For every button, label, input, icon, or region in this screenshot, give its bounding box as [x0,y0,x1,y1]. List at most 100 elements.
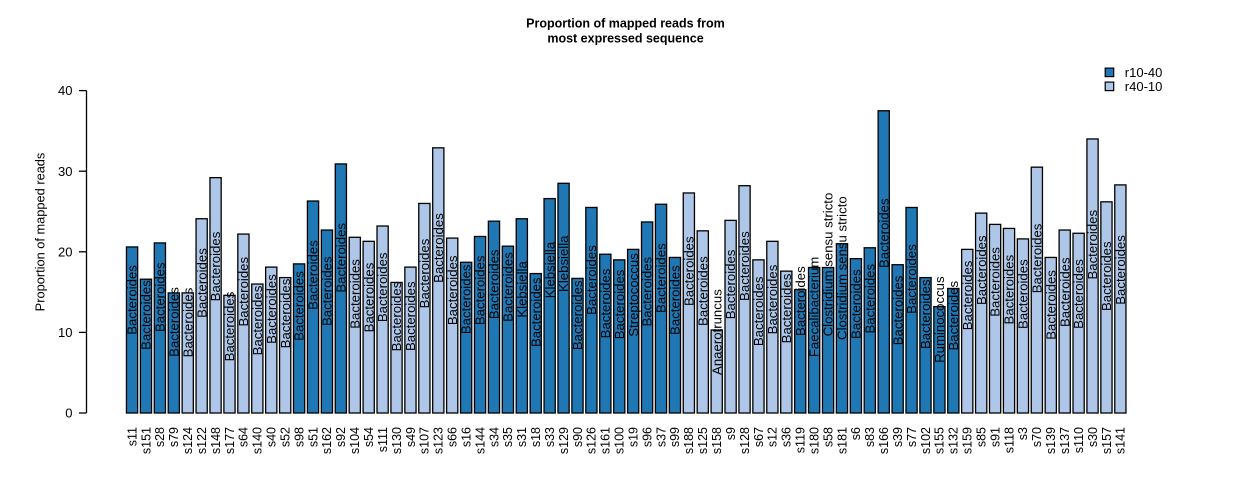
svg-text:Bacteroides: Bacteroides [654,243,669,313]
svg-text:s137: s137 [1058,427,1072,454]
svg-text:s107: s107 [418,427,432,454]
svg-text:Bacteroides: Bacteroides [306,240,321,310]
svg-text:s126: s126 [585,427,599,454]
svg-text:s123: s123 [432,427,446,454]
svg-text:s52: s52 [278,427,292,447]
svg-text:40: 40 [58,83,72,98]
svg-text:Bacteroides: Bacteroides [695,256,710,326]
svg-text:s90: s90 [571,427,585,447]
svg-text:s35: s35 [501,427,515,447]
svg-text:Bacteroides: Bacteroides [1057,257,1072,327]
svg-text:s19: s19 [626,427,640,447]
svg-text:s110: s110 [1072,427,1086,453]
svg-text:s132: s132 [947,427,961,454]
svg-text:Bacteroides: Bacteroides [1002,254,1017,324]
svg-text:30: 30 [58,164,72,179]
svg-text:Bacteroides: Bacteroides [793,266,808,336]
svg-text:Bacteroides: Bacteroides [222,291,237,361]
svg-text:Proportion of mapped reads fro: Proportion of mapped reads from [526,16,725,30]
svg-text:Bacteroides: Bacteroides [946,280,961,350]
svg-text:Bacteroides: Bacteroides [445,255,460,325]
svg-text:Bacteroides: Bacteroides [389,281,404,351]
svg-text:s49: s49 [404,427,418,447]
svg-text:Bacteroides: Bacteroides [1113,235,1128,305]
svg-text:r40-10: r40-10 [1125,79,1163,94]
svg-text:s40: s40 [265,427,279,447]
svg-text:Bacteroides: Bacteroides [779,273,794,343]
svg-text:Bacteroides: Bacteroides [347,259,362,329]
svg-text:Bacteroides: Bacteroides [974,235,989,305]
svg-text:Bacteroides: Bacteroides [403,281,418,351]
svg-text:s3: s3 [1016,427,1030,440]
svg-text:Bacteroides: Bacteroides [598,268,613,338]
svg-text:s111: s111 [376,427,390,452]
svg-text:s180: s180 [807,427,821,454]
svg-text:Bacteroides: Bacteroides [862,263,877,333]
svg-text:s36: s36 [780,427,794,447]
svg-text:Bacteroides: Bacteroides [681,236,696,306]
svg-text:Bacteroides: Bacteroides [278,278,293,348]
svg-text:s130: s130 [390,427,404,454]
svg-text:s144: s144 [473,427,487,454]
svg-text:s99: s99 [668,427,682,447]
svg-text:s157: s157 [1100,427,1114,454]
svg-text:Klebsiella: Klebsiella [542,241,557,298]
svg-text:Bacteroides: Bacteroides [320,256,335,326]
svg-text:s100: s100 [613,427,627,454]
svg-text:s51: s51 [306,427,320,447]
svg-text:Bacteroides: Bacteroides [890,275,905,345]
svg-text:Bacteroides: Bacteroides [1099,241,1114,311]
svg-text:s102: s102 [919,427,933,454]
svg-text:Bacteroides: Bacteroides [528,277,543,347]
svg-text:s39: s39 [891,427,905,447]
svg-text:s124: s124 [181,427,195,454]
svg-text:Bacteroides: Bacteroides [152,262,167,332]
svg-text:Bacteroides: Bacteroides [166,287,181,357]
svg-text:Ruminococcus: Ruminococcus [932,276,947,363]
svg-text:s70: s70 [1030,427,1044,447]
svg-text:s30: s30 [1086,427,1100,447]
svg-text:s148: s148 [209,427,223,454]
svg-text:s125: s125 [696,427,710,454]
svg-text:s104: s104 [348,427,362,454]
svg-text:s91: s91 [988,427,1002,447]
svg-text:Bacteroides: Bacteroides [375,252,390,322]
svg-text:s140: s140 [251,427,265,454]
svg-text:s129: s129 [557,427,571,454]
svg-text:Bacteroides: Bacteroides [250,285,265,355]
svg-text:s83: s83 [863,427,877,447]
svg-text:s77: s77 [905,427,919,447]
svg-text:Bacteroides: Bacteroides [431,213,446,283]
svg-text:Bacteroides: Bacteroides [473,255,488,325]
svg-text:s34: s34 [487,427,501,447]
svg-text:20: 20 [58,244,72,259]
svg-text:Clostridium sensu stricto: Clostridium sensu stricto [821,193,836,337]
svg-text:s151: s151 [139,427,153,454]
svg-text:Bacteroides: Bacteroides [139,280,154,350]
svg-text:Bacteroides: Bacteroides [640,256,655,326]
svg-text:s159: s159 [961,427,975,454]
svg-text:Bacteroides: Bacteroides [459,264,474,334]
svg-text:Streptococcus: Streptococcus [626,253,641,337]
svg-text:most expressed sequence: most expressed sequence [547,31,703,45]
svg-text:Bacteroides: Bacteroides [988,247,1003,317]
svg-text:s12: s12 [766,427,780,447]
svg-text:s141: s141 [1114,427,1128,454]
svg-text:Bacteroides: Bacteroides [876,198,891,268]
svg-text:10: 10 [58,325,72,340]
svg-text:s58: s58 [821,427,835,447]
svg-text:s177: s177 [223,427,237,454]
svg-text:Bacteroides: Bacteroides [361,262,376,332]
svg-text:Bacteroides: Bacteroides [1085,209,1100,279]
svg-text:Klebsiella: Klebsiella [556,235,571,292]
svg-text:s166: s166 [877,427,891,454]
svg-text:Bacteroides: Bacteroides [765,264,780,334]
svg-text:s158: s158 [710,427,724,454]
svg-text:Bacteroides: Bacteroides [180,287,195,357]
svg-text:s28: s28 [153,427,167,447]
svg-text:Faecalibacterium: Faecalibacterium [807,257,822,357]
svg-text:Bacteroides: Bacteroides [848,269,863,339]
svg-text:Bacteroides: Bacteroides [333,223,348,293]
svg-text:s64: s64 [237,427,251,447]
svg-text:s128: s128 [738,427,752,454]
